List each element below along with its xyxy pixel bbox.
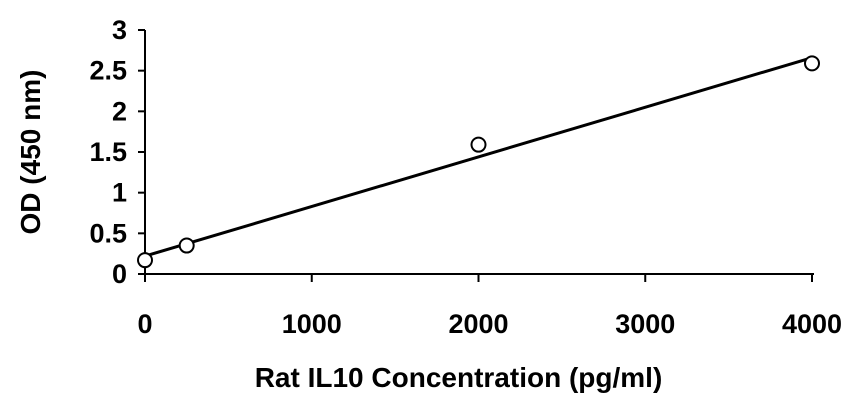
y-tick-label: 2.5 (89, 56, 127, 86)
x-tick-label: 1000 (282, 309, 342, 339)
y-axis-ticks: 0 0.5 1 1.5 2 2.5 3 (89, 15, 145, 289)
y-tick-label: 2 (112, 96, 127, 126)
x-tick-label: 3000 (615, 309, 675, 339)
y-axis-title: OD (450 nm) (15, 70, 46, 235)
trend-line (144, 56, 813, 258)
y-tick-label: 3 (112, 15, 127, 45)
x-tick-label: 0 (137, 309, 152, 339)
y-tick-label: 0.5 (89, 218, 127, 248)
data-points (137, 55, 820, 269)
data-point (137, 252, 153, 269)
data-point (470, 136, 487, 153)
y-tick-label: 1.5 (89, 137, 127, 167)
x-axis-title: Rat IL10 Concentration (pg/ml) (255, 362, 663, 393)
data-point (804, 55, 820, 72)
x-tick-label: 4000 (782, 309, 842, 339)
x-axis-ticks: 0 1000 2000 3000 4000 (137, 274, 842, 339)
x-tick-label: 2000 (448, 309, 508, 339)
data-point (178, 237, 195, 254)
y-tick-label: 1 (112, 178, 127, 208)
y-tick-label: 0 (112, 259, 127, 289)
